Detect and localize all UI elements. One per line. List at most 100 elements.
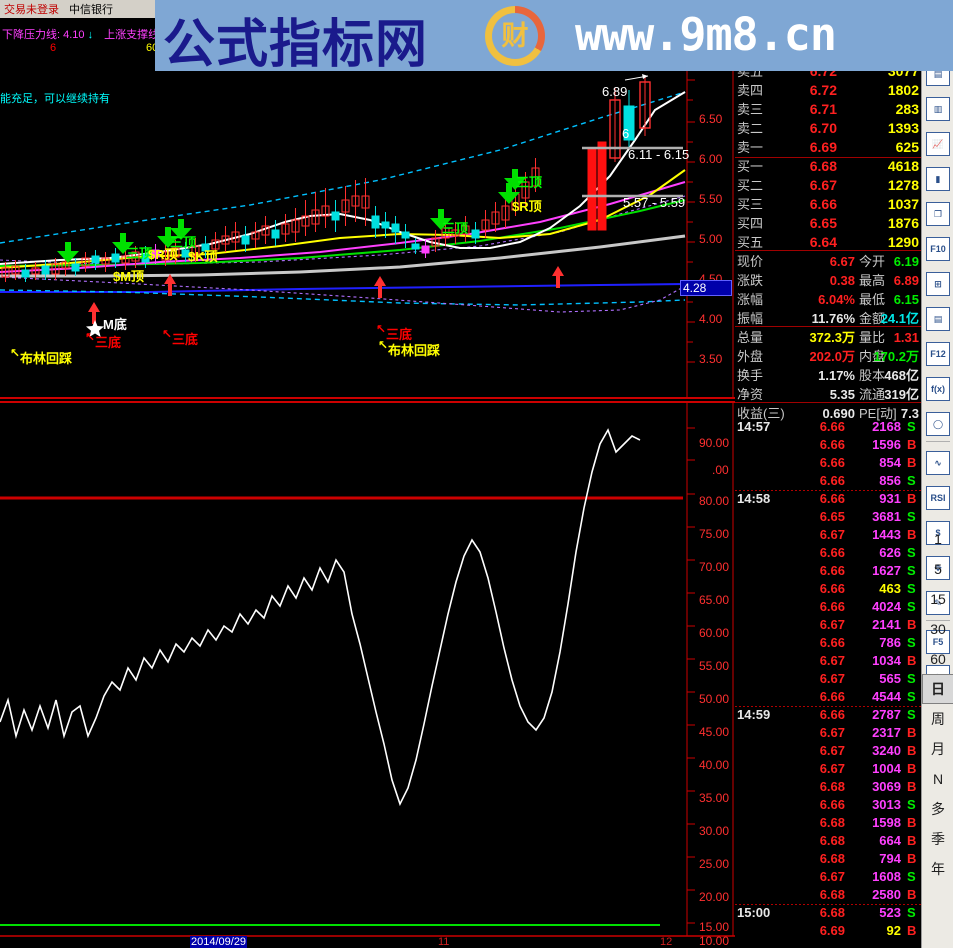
candle-icon[interactable]: ▮ (926, 167, 950, 191)
stat-label-left: 净资 (737, 387, 764, 402)
sub-axis-60: 60.00 (699, 626, 730, 640)
annotation-santop-3: 三顶 (126, 246, 153, 261)
f10-icon[interactable]: F10 (926, 237, 950, 261)
tick-price: 6.68 (819, 887, 845, 902)
news-icon[interactable]: ▤ (926, 307, 950, 331)
tick-row[interactable]: 15:00 6.68 523 S (735, 904, 921, 922)
tick-row[interactable]: 6.66 854 B (735, 454, 921, 472)
pencil-icon[interactable]: ✎ (926, 591, 950, 615)
stat-label-left: 总量 (737, 330, 764, 345)
tick-row[interactable]: 6.66 4024 S (735, 598, 921, 616)
tick-row[interactable]: 6.66 3013 S (735, 796, 921, 814)
f5-icon[interactable]: F5 (926, 630, 950, 654)
stat-label-right: 最低 (859, 292, 886, 307)
login-status-label[interactable]: 交易未登录 (4, 4, 59, 16)
rsi-icon[interactable]: RSI (926, 486, 950, 510)
order-row-买五[interactable]: 买五 6.64 1290 (735, 233, 921, 252)
tree-icon[interactable]: ⊞ (926, 272, 950, 296)
tick-time: 14:59 (737, 707, 771, 722)
tick-time: 14:57 (737, 419, 771, 434)
price-axis-current: 4.28 (680, 280, 732, 296)
sub-axis-55: 55.00 (699, 659, 730, 673)
order-row-买四[interactable]: 买四 6.65 1876 (735, 214, 921, 233)
tick-price: 6.66 (819, 563, 845, 578)
tick-direction: B (907, 923, 917, 938)
stat-divider-0 (735, 250, 921, 251)
order-row-卖三[interactable]: 卖三 6.71 283 (735, 100, 921, 119)
tick-row[interactable]: 6.66 463 S (735, 580, 921, 598)
annotation-mtop: $M顶 (113, 269, 145, 284)
tick-row[interactable]: 14:58 6.66 931 B (735, 490, 921, 508)
period-button-N[interactable]: N (932, 771, 944, 787)
tick-row[interactable]: 6.67 1443 B (735, 526, 921, 544)
tick-row[interactable]: 6.66 4544 S (735, 688, 921, 706)
period-button-5[interactable]: 5 (934, 561, 942, 577)
f12-icon[interactable]: F12 (926, 342, 950, 366)
tick-by-tick-list[interactable]: 14:57 6.66 2168 S 6.66 1596 B 6.66 854 B 6.66 856 S 1… (735, 418, 921, 948)
tick-row[interactable]: 14:57 6.66 2168 S (735, 418, 921, 436)
wave-icon[interactable]: ∿ (926, 451, 950, 475)
period-button-月[interactable]: 月 (931, 741, 945, 757)
tick-volume: 463 (879, 581, 901, 596)
period-button-周[interactable]: 周 (931, 711, 945, 727)
sub-axis-35: 35.00 (699, 791, 730, 805)
tick-row[interactable]: 6.67 2141 B (735, 616, 921, 634)
order-row-买一[interactable]: 买一 6.68 4618 (735, 157, 921, 176)
tick-row[interactable]: 6.69 92 B (735, 922, 921, 940)
stat-value-right: 1.31 (893, 330, 919, 345)
period-button-60[interactable]: 60 (930, 651, 946, 667)
tick-row[interactable]: 6.66 786 S (735, 634, 921, 652)
level2-quote-panel[interactable]: 卖五 6.72 3077 卖四 6.72 1802 卖三 6.71 283 卖二 6.70 1393 卖… (735, 0, 921, 948)
period-button-多[interactable]: 多 (931, 801, 945, 817)
order-row-卖二[interactable]: 卖二 6.70 1393 (735, 119, 921, 138)
tick-row[interactable]: 6.67 1004 B (735, 760, 921, 778)
formula-icon[interactable]: f(x) (926, 377, 950, 401)
period-button-季[interactable]: 季 (931, 831, 945, 847)
order-row-卖一[interactable]: 卖一 6.69 625 (735, 138, 921, 157)
tick-time: 14:58 (737, 491, 771, 506)
money-icon[interactable]: $ (926, 521, 950, 545)
tick-row[interactable]: 6.67 2317 B (735, 724, 921, 742)
stat-value-right: 6.15 (893, 292, 919, 307)
period-button-1[interactable]: 1 (934, 531, 942, 547)
tick-row[interactable]: 6.66 626 S (735, 544, 921, 562)
tick-row[interactable]: 6.68 3069 B (735, 778, 921, 796)
tick-row[interactable]: 6.66 856 S (735, 472, 921, 490)
order-volume: 1802 (887, 82, 919, 98)
period-button-日[interactable]: 日 (922, 674, 953, 704)
broker-name-label[interactable]: 中信银行 (69, 4, 113, 16)
tick-row[interactable]: 6.65 3681 S (735, 508, 921, 526)
period-button-年[interactable]: 年 (931, 861, 945, 877)
multiwindow-icon[interactable]: ❐ (926, 202, 950, 226)
order-label: 卖二 (737, 121, 764, 136)
tick-row[interactable]: 6.66 1627 S (735, 562, 921, 580)
sub-indicator-chart[interactable] (0, 400, 735, 948)
order-row-买二[interactable]: 买二 6.67 1278 (735, 176, 921, 195)
tick-row[interactable]: 6.67 1034 B (735, 652, 921, 670)
move-icon[interactable]: ✥ (926, 556, 950, 580)
tick-row[interactable]: 6.68 1598 B (735, 814, 921, 832)
tick-row[interactable]: 14:59 6.66 2787 S (735, 706, 921, 724)
annotation-arrow-4: ↖ (10, 346, 21, 360)
tick-row[interactable]: 6.67 565 S (735, 670, 921, 688)
period-button-15[interactable]: 15 (930, 591, 946, 607)
tick-row[interactable]: 6.66 1596 B (735, 436, 921, 454)
order-row-卖四[interactable]: 卖四 6.72 1802 (735, 81, 921, 100)
status-toolbar[interactable]: 交易未登录 中信银行 (0, 0, 160, 18)
trend-icon[interactable]: 📈 (926, 132, 950, 156)
tick-row[interactable]: 6.68 664 B (735, 832, 921, 850)
tick-row[interactable]: 6.68 794 B (735, 850, 921, 868)
circle-icon[interactable]: ◯ (926, 412, 950, 436)
tick-row[interactable]: 6.67 3240 B (735, 742, 921, 760)
chart-area[interactable]: 6.89 6 6.11 - 6.15 5.57 - 5.59 6.50 6.00… (0, 0, 735, 948)
stat-label-left: 收益(三) (737, 406, 785, 421)
stat-row-8: 收益(三) 0.690 PE[动] 7.3 (735, 404, 921, 423)
annotation-rtop-1: $R顶 (512, 199, 542, 214)
tick-row[interactable]: 6.68 2580 B (735, 886, 921, 904)
tick-price: 6.67 (819, 725, 845, 740)
period-button-30[interactable]: 30 (930, 621, 946, 637)
order-row-买三[interactable]: 买三 6.66 1037 (735, 195, 921, 214)
tick-row[interactable]: 6.67 1608 S (735, 868, 921, 886)
list-icon[interactable]: ▥ (926, 97, 950, 121)
